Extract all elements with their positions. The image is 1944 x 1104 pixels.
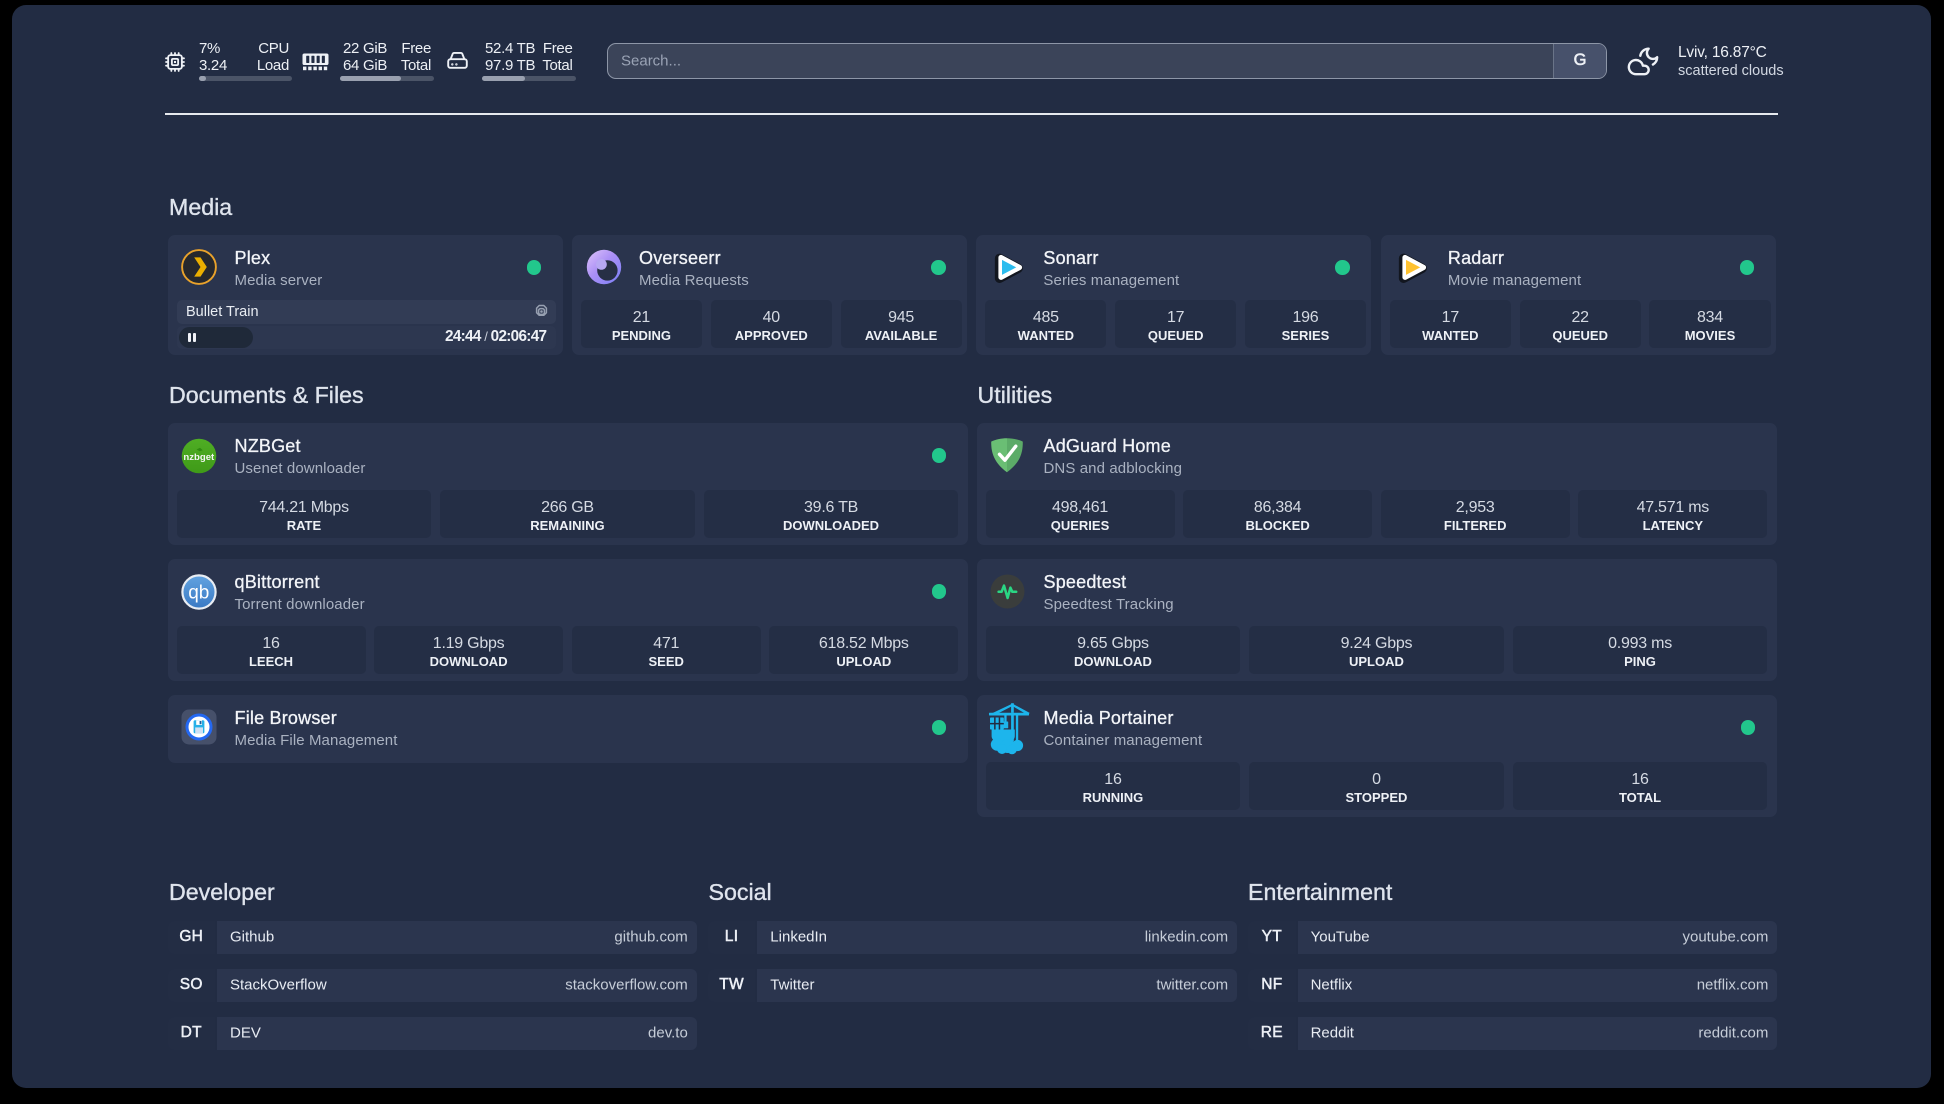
svg-text:nzbget: nzbget xyxy=(183,451,215,462)
svg-text:qb: qb xyxy=(188,582,209,603)
